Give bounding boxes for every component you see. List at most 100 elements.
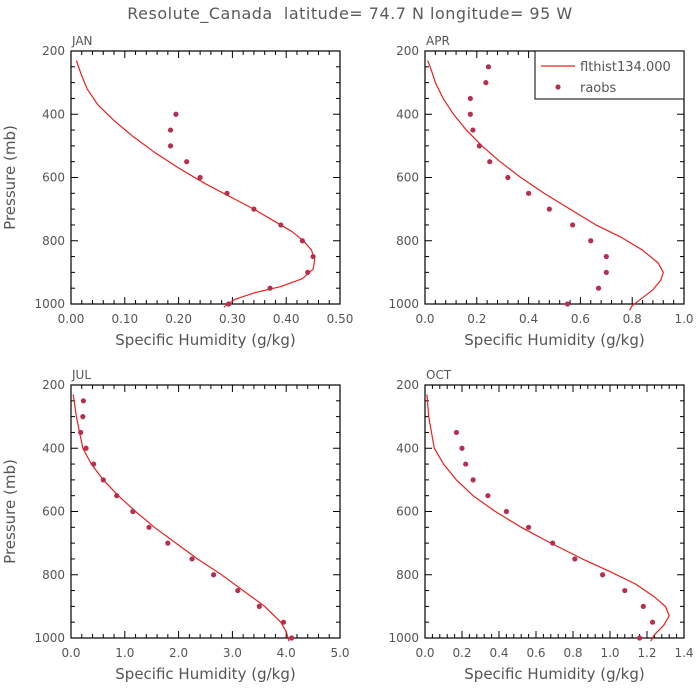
y-tick-label: 400 bbox=[42, 107, 65, 121]
x-tick-label: 0.30 bbox=[219, 312, 246, 326]
y-tick-label: 1000 bbox=[34, 631, 65, 645]
chart-panel-jan: 0.00 0.10 0.20 0.30 0.40 0.50 200 400 600 800 1000… bbox=[1, 34, 353, 349]
raob-point bbox=[299, 238, 305, 244]
raob-point bbox=[467, 95, 473, 102]
raob-point bbox=[80, 414, 86, 420]
legend: flthist134.000 raobs bbox=[534, 50, 685, 100]
x-tick-label: 0.6 bbox=[571, 312, 590, 326]
raob-point bbox=[146, 524, 152, 530]
x-tick-label: 3.0 bbox=[223, 646, 242, 660]
raob-point bbox=[235, 587, 241, 594]
raob-point bbox=[167, 127, 174, 133]
raob-point bbox=[564, 301, 571, 307]
x-tick-label: 1.0 bbox=[115, 646, 134, 660]
raob-point bbox=[485, 493, 491, 499]
x-tick-label: 0.50 bbox=[327, 312, 354, 326]
y-tick-label: 800 bbox=[396, 568, 419, 582]
y-tick-label: 200 bbox=[396, 378, 419, 392]
raob-point bbox=[546, 206, 552, 212]
raob-point bbox=[114, 493, 120, 499]
raob-point bbox=[603, 253, 609, 260]
raob-point bbox=[305, 269, 311, 275]
panel-label: JUL bbox=[71, 368, 91, 382]
x-tick-label: 0.4 bbox=[489, 646, 508, 660]
raob-point bbox=[470, 127, 476, 133]
model-profile-line bbox=[72, 394, 290, 642]
legend-marker-swatch bbox=[555, 84, 561, 90]
raob-point bbox=[184, 159, 190, 165]
raob-point bbox=[80, 398, 86, 404]
raob-point bbox=[640, 603, 646, 609]
raob-point bbox=[226, 301, 232, 307]
panel-label: APR bbox=[426, 34, 450, 48]
raob-point bbox=[570, 222, 576, 228]
raob-point bbox=[572, 556, 578, 562]
raob-point bbox=[463, 461, 469, 467]
raob-point bbox=[210, 572, 217, 578]
model-profile-line bbox=[75, 60, 316, 308]
y-tick-label: 200 bbox=[396, 44, 419, 58]
raob-point bbox=[550, 540, 556, 546]
raob-point bbox=[485, 64, 492, 70]
y-tick-label: 1000 bbox=[388, 297, 419, 311]
x-tick-label: 1.2 bbox=[637, 646, 656, 660]
raob-point bbox=[600, 572, 606, 578]
y-tick-label: 600 bbox=[396, 171, 419, 185]
x-tick-label: 0.00 bbox=[58, 312, 85, 326]
raob-point bbox=[483, 80, 489, 86]
raob-point bbox=[251, 206, 257, 212]
raob-point bbox=[459, 445, 465, 451]
x-tick-label: 0.6 bbox=[526, 646, 545, 660]
x-tick-label: 0.2 bbox=[467, 312, 486, 326]
y-tick-label: 400 bbox=[42, 441, 65, 455]
raob-point bbox=[83, 445, 89, 451]
x-axis-label: Specific Humidity (g/kg) bbox=[115, 331, 295, 349]
y-tick-label: 800 bbox=[42, 568, 65, 582]
x-axis-label: Specific Humidity (g/kg) bbox=[464, 331, 644, 349]
y-tick-label: 400 bbox=[396, 107, 419, 121]
x-tick-label: 1.4 bbox=[674, 646, 693, 660]
y-tick-label: 200 bbox=[42, 44, 65, 58]
raob-point bbox=[280, 619, 287, 625]
raob-point bbox=[467, 111, 473, 117]
x-tick-label: 0.0 bbox=[415, 646, 434, 660]
y-tick-label: 600 bbox=[42, 505, 65, 519]
x-axis-label: Specific Humidity (g/kg) bbox=[464, 665, 644, 683]
raob-point bbox=[267, 285, 273, 291]
raob-point bbox=[622, 587, 628, 594]
x-axis-label: Specific Humidity (g/kg) bbox=[115, 665, 295, 683]
raob-point bbox=[288, 635, 295, 641]
raob-point bbox=[505, 174, 511, 181]
raob-point bbox=[595, 285, 602, 291]
legend-entry-label: raobs bbox=[580, 81, 617, 96]
raob-point bbox=[526, 190, 532, 196]
x-tick-label: 1.0 bbox=[600, 646, 619, 660]
y-tick-label: 600 bbox=[396, 505, 419, 519]
x-tick-label: 2.0 bbox=[169, 646, 188, 660]
x-tick-label: 0.4 bbox=[519, 312, 538, 326]
plot-frame bbox=[70, 384, 341, 639]
raob-point bbox=[603, 269, 609, 275]
raob-point bbox=[90, 461, 97, 467]
plot-frame bbox=[70, 50, 341, 305]
x-tick-label: 5.0 bbox=[330, 646, 349, 660]
raob-point bbox=[487, 159, 493, 165]
y-axis-label: Pressure (mb) bbox=[1, 459, 19, 564]
raob-point bbox=[173, 111, 179, 117]
raob-point bbox=[167, 143, 174, 149]
x-tick-label: 0.8 bbox=[563, 646, 582, 660]
y-tick-label: 1000 bbox=[34, 297, 65, 311]
x-tick-label: 0.0 bbox=[415, 312, 434, 326]
raob-point bbox=[278, 222, 284, 228]
legend-entry-label: flthist134.000 bbox=[580, 60, 671, 75]
x-tick-label: 4.0 bbox=[277, 646, 296, 660]
chart-panel-oct: 0.0 0.2 0.4 0.6 0.8 1.0 1.2 1.4 200 400 600 800 1000… bbox=[388, 368, 693, 683]
raob-point bbox=[78, 429, 84, 436]
model-profile-line bbox=[426, 394, 670, 642]
x-tick-label: 1.0 bbox=[674, 312, 693, 326]
raob-point bbox=[503, 508, 509, 515]
y-tick-label: 800 bbox=[396, 234, 419, 248]
raob-point bbox=[256, 603, 262, 609]
y-tick-label: 800 bbox=[42, 234, 65, 248]
